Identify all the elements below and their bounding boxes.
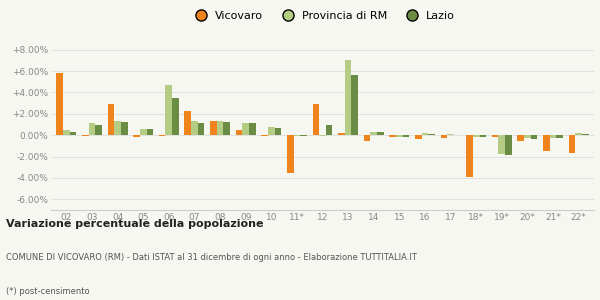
Bar xyxy=(261,135,268,136)
Legend: Vicovaro, Provincia di RM, Lazio: Vicovaro, Provincia di RM, Lazio xyxy=(185,7,460,26)
Bar xyxy=(524,135,531,138)
Bar xyxy=(133,135,140,137)
Bar xyxy=(287,135,293,172)
Bar xyxy=(377,132,384,135)
Bar xyxy=(242,123,249,135)
Bar xyxy=(217,121,223,135)
Bar xyxy=(166,85,172,135)
Bar xyxy=(389,135,396,137)
Bar xyxy=(364,135,370,140)
Bar xyxy=(556,135,563,138)
Bar xyxy=(63,130,70,135)
Bar xyxy=(268,127,275,135)
Text: COMUNE DI VICOVARO (RM) - Dati ISTAT al 31 dicembre di ogni anno - Elaborazione : COMUNE DI VICOVARO (RM) - Dati ISTAT al … xyxy=(6,254,417,262)
Bar xyxy=(403,135,409,137)
Bar xyxy=(479,135,486,137)
Bar xyxy=(146,129,153,135)
Bar xyxy=(345,60,352,135)
Bar xyxy=(466,135,473,177)
Bar xyxy=(447,134,454,135)
Bar xyxy=(56,73,63,135)
Bar xyxy=(517,135,524,140)
Bar xyxy=(505,135,512,155)
Bar xyxy=(121,122,128,135)
Bar xyxy=(543,135,550,151)
Bar xyxy=(114,121,121,135)
Bar xyxy=(440,135,447,138)
Bar xyxy=(275,128,281,135)
Bar xyxy=(159,135,166,136)
Bar xyxy=(95,124,102,135)
Bar xyxy=(293,135,300,136)
Bar xyxy=(473,135,479,137)
Bar xyxy=(422,133,428,135)
Bar xyxy=(184,111,191,135)
Bar xyxy=(499,135,505,154)
Bar xyxy=(191,121,198,135)
Bar xyxy=(428,134,435,135)
Bar xyxy=(569,135,575,153)
Bar xyxy=(326,124,332,135)
Bar xyxy=(249,123,256,135)
Bar xyxy=(70,132,76,135)
Bar xyxy=(415,135,422,140)
Bar xyxy=(140,129,146,135)
Bar xyxy=(396,135,403,137)
Bar xyxy=(223,122,230,135)
Bar xyxy=(300,135,307,136)
Bar xyxy=(338,133,345,135)
Bar xyxy=(319,135,326,136)
Bar xyxy=(550,135,556,138)
Bar xyxy=(210,121,217,135)
Bar xyxy=(198,123,205,135)
Bar xyxy=(531,135,538,140)
Bar xyxy=(352,75,358,135)
Bar xyxy=(313,104,319,135)
Bar xyxy=(492,135,499,137)
Bar xyxy=(582,134,589,135)
Bar xyxy=(575,133,582,135)
Bar xyxy=(107,104,114,135)
Bar xyxy=(82,135,89,136)
Bar xyxy=(236,130,242,135)
Bar xyxy=(370,132,377,135)
Text: Variazione percentuale della popolazione: Variazione percentuale della popolazione xyxy=(6,219,263,229)
Bar xyxy=(172,98,179,135)
Bar xyxy=(89,123,95,135)
Text: (*) post-censimento: (*) post-censimento xyxy=(6,286,89,296)
